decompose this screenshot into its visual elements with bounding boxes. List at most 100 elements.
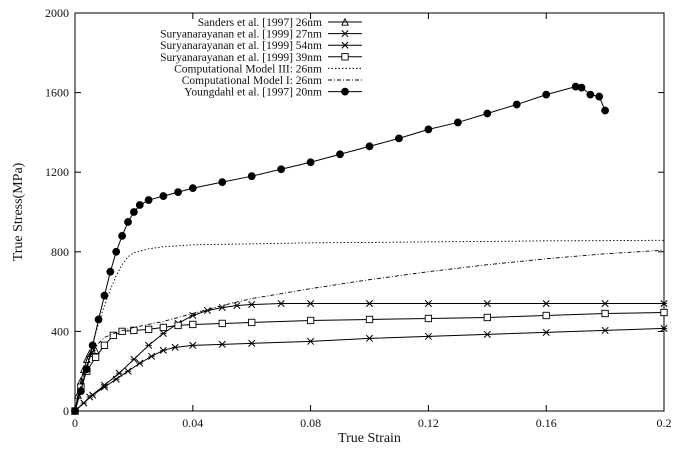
data-point (218, 319, 226, 328)
data-point (483, 330, 491, 338)
data-point (171, 343, 179, 351)
data-point (159, 323, 167, 332)
data-point (203, 306, 212, 315)
data-point (247, 172, 256, 181)
series-line (74, 327, 665, 412)
series-layer (71, 82, 668, 415)
data-point (71, 407, 79, 415)
data-point (189, 341, 197, 349)
data-point (307, 337, 315, 345)
x-tick-label: 0.2 (657, 416, 672, 430)
x-tick-label: 0.12 (418, 416, 439, 430)
legend-label: Suryanarayanan et al. [1999] 54nm (160, 40, 322, 52)
series-line (74, 249, 665, 412)
data-point (483, 299, 491, 308)
series-4 (71, 308, 668, 415)
data-point (660, 299, 668, 308)
series-3 (71, 299, 668, 415)
data-point (424, 332, 432, 340)
data-point (365, 334, 374, 342)
data-point (341, 17, 349, 26)
plot-frame (74, 12, 665, 412)
x-tick-label: 0.04 (182, 416, 203, 430)
data-point (159, 346, 167, 354)
data-point (82, 365, 91, 374)
data-point (586, 90, 595, 99)
data-point (86, 393, 94, 401)
series-line (74, 239, 665, 412)
data-point (76, 387, 85, 396)
data-point (395, 134, 403, 143)
x-tick-label: 0 (72, 416, 78, 430)
data-point (135, 201, 144, 209)
data-point (424, 314, 433, 323)
data-point (174, 188, 182, 197)
data-point (118, 327, 126, 336)
y-tick-label: 1600 (45, 86, 69, 100)
data-point (341, 30, 349, 38)
data-point (365, 299, 374, 308)
series-7 (71, 82, 609, 415)
legend-label: Computational Model I: 26nm (182, 75, 322, 87)
data-point (336, 150, 344, 159)
legend: Sanders et al. [1997] 26nmSuryanarayanan… (160, 17, 362, 99)
data-point (218, 340, 226, 348)
x-axis-title: True Strain (338, 431, 401, 446)
x-tick-label: 0.08 (300, 416, 321, 430)
legend-label: Computational Model III: 26nm (174, 63, 322, 75)
data-point (542, 311, 550, 320)
data-point (601, 299, 609, 308)
data-point (88, 341, 97, 350)
data-point (341, 41, 349, 49)
y-tick-label: 2000 (45, 6, 69, 20)
data-point (601, 309, 609, 318)
series-5 (74, 239, 665, 412)
data-point (365, 315, 374, 324)
data-point (144, 325, 153, 334)
data-point (248, 339, 256, 347)
data-point (248, 318, 256, 327)
legend-label: Sanders et al. [1997] 26nm (198, 17, 322, 29)
data-point (233, 301, 241, 310)
data-point (136, 359, 144, 367)
data-point (601, 326, 609, 334)
data-point (577, 83, 586, 92)
data-point (218, 178, 227, 187)
data-point (112, 247, 121, 256)
data-point (542, 90, 551, 99)
data-point (306, 316, 315, 325)
data-point (424, 125, 433, 134)
legend-label: Suryanarayanan et al. [1999] 39nm (160, 52, 322, 64)
data-point (188, 184, 197, 193)
data-point (542, 299, 550, 308)
data-point (365, 142, 374, 151)
legend-label: Suryanarayanan et al. [1999] 27nm (160, 29, 322, 41)
data-point (341, 87, 349, 96)
data-point (159, 329, 167, 337)
data-point (277, 299, 285, 308)
data-point (100, 341, 109, 349)
y-tick-label: 800 (51, 245, 69, 259)
data-point (115, 369, 123, 377)
data-point (159, 192, 168, 200)
data-point (601, 106, 609, 115)
data-point (453, 118, 462, 127)
data-point (341, 53, 349, 61)
series-6 (74, 249, 665, 412)
data-point (91, 353, 100, 361)
data-point (91, 346, 100, 354)
y-tick-label: 400 (51, 324, 69, 338)
data-point (660, 308, 668, 317)
y-axis-title: True Stress(MPa) (11, 162, 26, 261)
data-point (483, 313, 491, 322)
data-point (483, 109, 492, 118)
data-point (218, 303, 226, 312)
data-point (118, 231, 127, 240)
legend-label: Youngdahl et al. [1997] 20nm (184, 87, 322, 99)
data-point (145, 341, 153, 349)
data-point (174, 321, 182, 330)
data-point (277, 165, 286, 174)
data-point (148, 352, 156, 360)
data-point (109, 331, 117, 340)
